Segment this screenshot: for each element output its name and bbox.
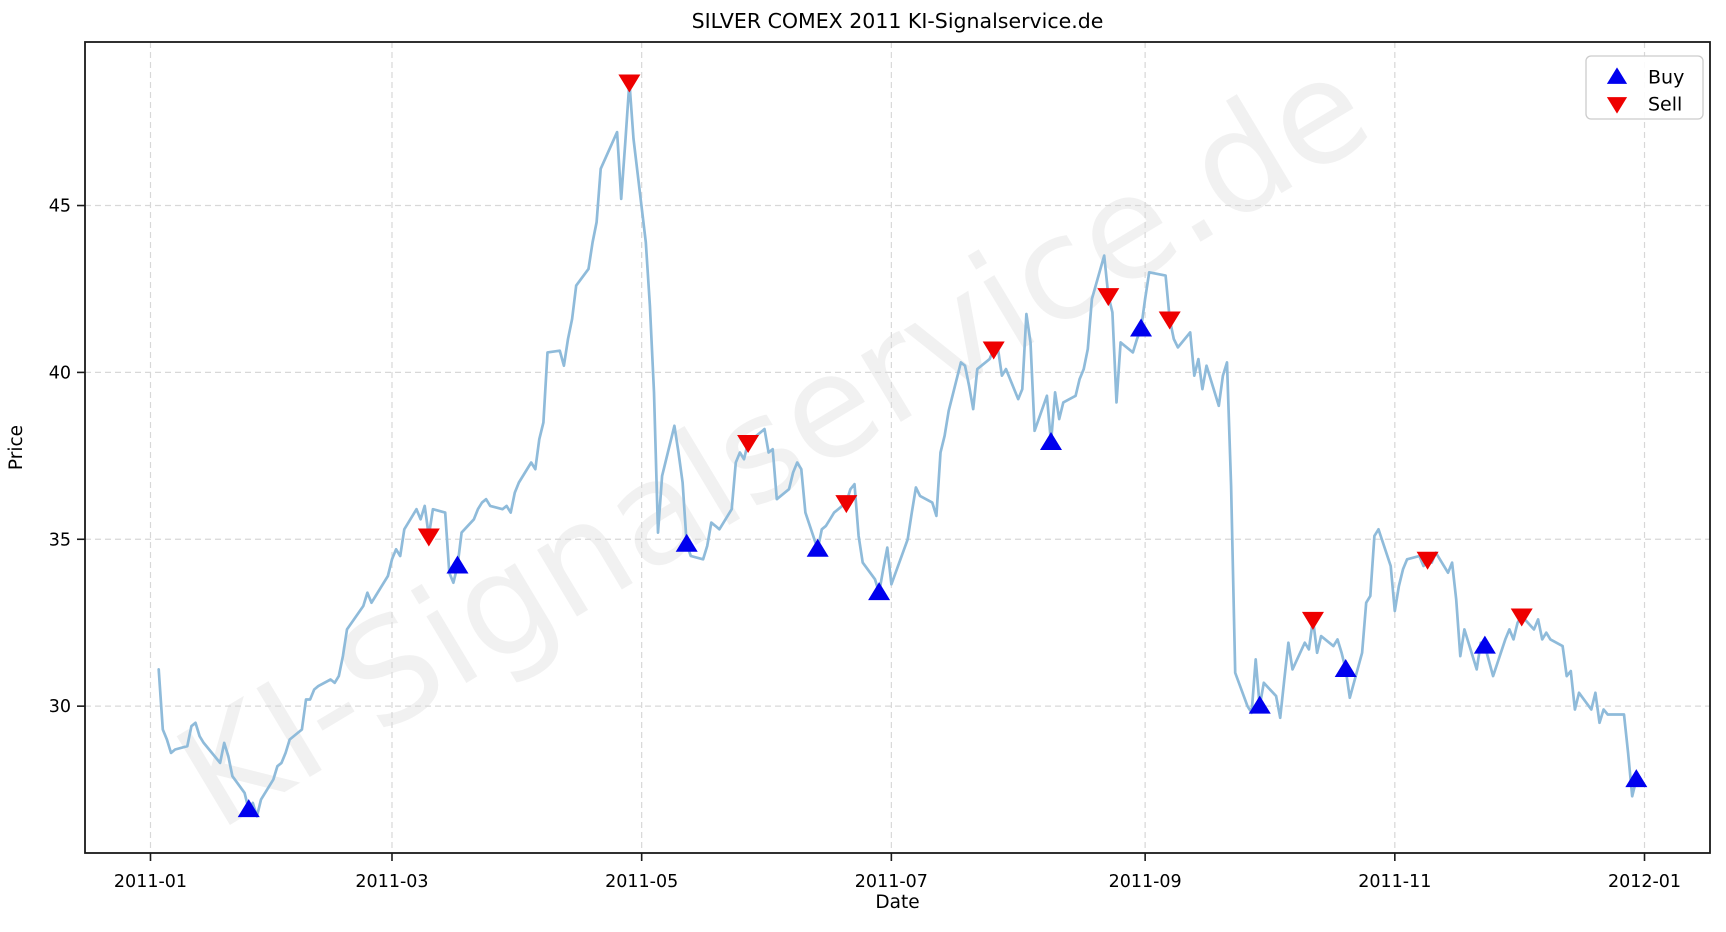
sell-marker: [982, 341, 1005, 360]
buy-marker: [1473, 635, 1496, 654]
buy-marker: [1625, 769, 1648, 788]
x-tick-label: 2011-07: [855, 872, 928, 892]
y-tick-label: 30: [49, 697, 71, 717]
sell-marker: [835, 495, 858, 514]
sell-marker: [737, 434, 760, 453]
x-tick-label: 2012-01: [1608, 872, 1681, 892]
buy-marker: [675, 533, 698, 552]
buy-marker: [446, 555, 469, 574]
sell-marker: [1158, 311, 1181, 330]
sell-marker: [1097, 288, 1120, 307]
x-tick-label: 2011-03: [355, 872, 428, 892]
x-tick-label: 2011-11: [1358, 872, 1431, 892]
legend-label-buy: Buy: [1648, 67, 1684, 89]
sell-marker: [618, 74, 641, 93]
y-tick-label: 40: [49, 363, 71, 383]
buy-marker: [868, 582, 891, 601]
x-tick-label: 2011-09: [1109, 872, 1182, 892]
y-tick-label: 35: [49, 530, 71, 550]
price-line: [157, 80, 1638, 818]
plot-border: [84, 41, 1711, 854]
buy-marker: [1248, 695, 1271, 714]
chart-title: SILVER COMEX 2011 KI-Signalservice.de: [692, 9, 1104, 33]
y-axis-label: Price: [6, 425, 27, 470]
buy-marker: [1334, 658, 1357, 677]
buy-marker: [1130, 318, 1153, 337]
y-tick-label: 45: [49, 197, 71, 217]
x-axis-label: Date: [875, 892, 919, 913]
sell-marker: [1416, 551, 1439, 570]
sell-marker: [417, 528, 440, 547]
triangle-up-icon: [1606, 67, 1628, 84]
buy-marker: [237, 799, 260, 818]
legend-box: [1585, 55, 1704, 120]
triangle-down-icon: [1606, 97, 1628, 114]
legend-label-sell: Sell: [1648, 94, 1682, 116]
buy-marker: [806, 538, 829, 557]
buy-marker: [1039, 431, 1062, 450]
sell-marker: [1510, 608, 1533, 627]
sell-marker: [1301, 611, 1324, 630]
x-tick-label: 2011-01: [114, 872, 187, 892]
x-tick-label: 2011-05: [605, 872, 678, 892]
